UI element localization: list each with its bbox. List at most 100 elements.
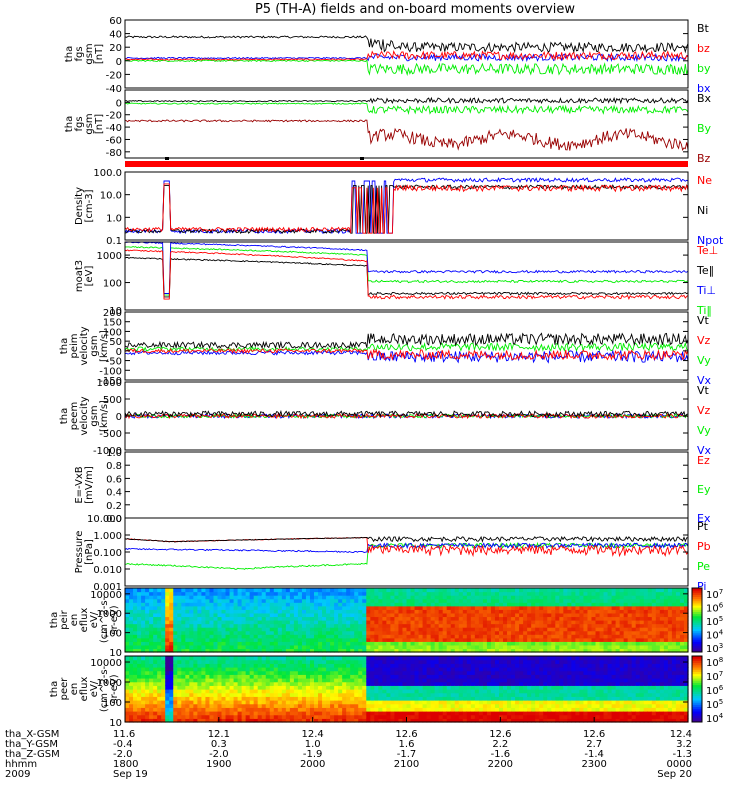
spectrogram-cell xyxy=(358,637,363,642)
spectrogram-cell xyxy=(181,689,186,694)
spectrogram-cell xyxy=(679,605,685,610)
spectrogram-cell xyxy=(338,598,343,603)
spectrogram-cell xyxy=(350,670,355,675)
spectrogram-cell xyxy=(350,685,355,690)
spectrogram-cell xyxy=(297,659,303,664)
spectrogram-cell xyxy=(663,605,669,610)
spectrogram-cell xyxy=(366,602,371,607)
spectrogram-cell xyxy=(523,692,528,697)
spectrogram-cell xyxy=(539,663,544,668)
spectrogram-cell xyxy=(539,620,544,625)
spectrogram-cell xyxy=(197,656,203,661)
legend-entry: Vt xyxy=(697,314,710,327)
spectrogram-cell xyxy=(567,595,572,600)
spectrogram-cell xyxy=(595,588,601,593)
spectrogram-cell xyxy=(466,692,472,697)
spectrogram-cell xyxy=(305,696,311,701)
spectrogram-cell xyxy=(217,612,223,618)
colorbar-label: 107 xyxy=(706,588,723,601)
spectrogram-cell xyxy=(237,630,243,635)
spectrogram-cell xyxy=(221,598,227,603)
y-axis-label: tha xyxy=(59,408,70,424)
spectrogram-cell xyxy=(305,648,311,653)
spectrogram-cell xyxy=(129,588,134,593)
spectrogram-cell xyxy=(402,659,408,664)
spectrogram-cell xyxy=(133,627,138,632)
spectrogram-cell xyxy=(527,667,532,672)
spectrogram-cell xyxy=(334,641,339,646)
spectrogram-cell xyxy=(161,700,166,705)
spectrogram-cell xyxy=(531,685,536,690)
spectrogram-cell xyxy=(527,670,532,675)
spectrogram-cell xyxy=(406,598,412,603)
spectrogram-cell xyxy=(470,644,476,650)
spectrogram-cell xyxy=(535,681,540,686)
spectrogram-cell xyxy=(619,674,625,679)
series-Ti-line xyxy=(124,246,689,296)
spectrogram-cell xyxy=(446,620,452,625)
spectrogram-cell xyxy=(209,616,215,621)
spectrogram-cell xyxy=(145,674,150,679)
spectrogram-cell xyxy=(201,681,207,686)
spectrogram-cell xyxy=(273,598,279,603)
spectrogram-cell xyxy=(233,696,239,701)
spectrogram-cell xyxy=(213,620,219,625)
spectrogram-cell xyxy=(611,612,617,618)
spectrogram-cell xyxy=(547,670,552,675)
spectrogram-cell xyxy=(153,598,158,603)
spectrogram-cell xyxy=(547,678,552,683)
spectrogram-cell xyxy=(515,663,520,668)
colorbar-segment xyxy=(692,632,702,636)
spectrogram-cell xyxy=(667,644,673,650)
spectrogram-cell xyxy=(285,707,291,712)
spectrogram-cell xyxy=(575,714,581,719)
spectrogram-cell xyxy=(478,692,484,697)
spectrogram-cell xyxy=(205,718,211,723)
spectrogram-cell xyxy=(507,602,512,607)
spectrogram-cell xyxy=(498,681,504,686)
spectrogram-cell xyxy=(314,700,319,705)
spectrogram-cell xyxy=(358,630,363,635)
spectrogram-cell xyxy=(129,696,134,701)
spectrogram-cell xyxy=(503,714,508,719)
spectrogram-cell xyxy=(205,616,211,621)
colorbar-segment xyxy=(692,602,702,606)
spectrogram-cell xyxy=(293,612,299,618)
spectrogram-cell xyxy=(567,620,572,625)
spectrogram-cell xyxy=(563,711,568,716)
spectrogram-cell xyxy=(450,711,456,716)
spectrogram-cell xyxy=(490,689,496,694)
spectrogram-cell xyxy=(607,663,613,668)
spectrogram-cell xyxy=(470,609,476,614)
spectrogram-cell xyxy=(515,692,520,697)
spectrogram-cell xyxy=(679,644,685,650)
spectrogram-cell xyxy=(474,616,480,621)
spectrogram-cell xyxy=(587,641,593,646)
spectrogram-cell xyxy=(619,595,625,600)
spectrogram-cell xyxy=(305,703,311,708)
spectrogram-cell xyxy=(338,620,343,625)
spectrogram-cell xyxy=(442,707,448,712)
spectrogram-cell xyxy=(269,678,275,683)
spectrogram-cell xyxy=(667,620,673,625)
spectrogram-cell xyxy=(466,681,472,686)
spectrogram-cell xyxy=(402,627,408,632)
spectrogram-cell xyxy=(233,700,239,705)
spectrogram-cell xyxy=(410,718,416,723)
spectrogram-cell xyxy=(362,623,367,628)
spectrogram-cell xyxy=(474,700,480,705)
spectrogram-cell xyxy=(643,644,649,650)
spectrogram-cell xyxy=(378,627,383,632)
spectrogram-cell xyxy=(647,648,653,653)
spectrogram-cell xyxy=(237,700,243,705)
spectrogram-cell xyxy=(161,656,166,661)
spectrogram-cell xyxy=(249,696,255,701)
spectrogram-cell xyxy=(358,605,363,610)
spectrogram-cell xyxy=(611,588,617,593)
spectrogram-cell xyxy=(273,605,279,610)
spectrogram-cell xyxy=(257,609,263,614)
spectrogram-cell xyxy=(478,678,484,683)
spectrogram-cell xyxy=(265,598,271,603)
y-axis-label: fgs xyxy=(74,46,85,61)
spectrogram-cell xyxy=(253,602,259,607)
